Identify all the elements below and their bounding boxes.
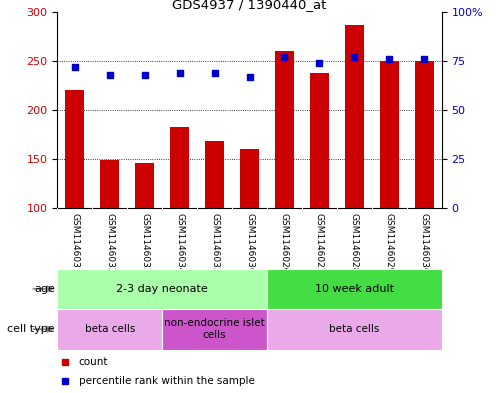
Bar — [380, 61, 399, 208]
Bar — [415, 61, 434, 208]
Text: beta cells: beta cells — [85, 324, 135, 334]
Text: GSM1146035: GSM1146035 — [210, 213, 219, 274]
Point — [315, 60, 323, 66]
Bar — [275, 51, 294, 208]
Point — [106, 72, 114, 78]
Bar — [267, 269, 442, 309]
Text: 10 week adult: 10 week adult — [315, 284, 394, 294]
Text: GSM1146026: GSM1146026 — [280, 213, 289, 274]
Bar — [162, 309, 267, 350]
Bar — [65, 90, 84, 208]
Text: GSM1146029: GSM1146029 — [385, 213, 394, 274]
Text: GSM1146031: GSM1146031 — [70, 213, 79, 274]
Text: GSM1146036: GSM1146036 — [245, 213, 254, 274]
Text: percentile rank within the sample: percentile rank within the sample — [78, 376, 254, 386]
Bar — [345, 24, 364, 208]
Text: GSM1146028: GSM1146028 — [350, 213, 359, 274]
Text: GSM1146032: GSM1146032 — [105, 213, 114, 274]
Bar — [310, 73, 329, 208]
Text: GSM1146034: GSM1146034 — [175, 213, 184, 274]
Point — [385, 56, 393, 62]
Bar — [57, 269, 267, 309]
Text: GSM1146027: GSM1146027 — [315, 213, 324, 274]
Text: GSM1146033: GSM1146033 — [140, 213, 149, 274]
Bar — [57, 309, 162, 350]
Point — [420, 56, 428, 62]
Point — [350, 54, 358, 60]
Point — [176, 70, 184, 76]
Bar — [170, 127, 189, 208]
Bar — [205, 141, 224, 208]
Text: age: age — [34, 284, 55, 294]
Bar — [267, 309, 442, 350]
Point — [211, 70, 219, 76]
Point — [141, 72, 149, 78]
Text: non-endocrine islet
cells: non-endocrine islet cells — [164, 318, 265, 340]
Text: count: count — [78, 357, 108, 367]
Text: beta cells: beta cells — [329, 324, 379, 334]
Point — [71, 64, 79, 70]
Point — [246, 73, 253, 80]
Title: GDS4937 / 1390440_at: GDS4937 / 1390440_at — [172, 0, 327, 11]
Bar — [240, 149, 259, 208]
Text: cell type: cell type — [7, 324, 55, 334]
Text: 2-3 day neonate: 2-3 day neonate — [116, 284, 208, 294]
Bar — [135, 163, 154, 208]
Text: GSM1146030: GSM1146030 — [420, 213, 429, 274]
Bar — [100, 160, 119, 208]
Point — [280, 54, 288, 60]
